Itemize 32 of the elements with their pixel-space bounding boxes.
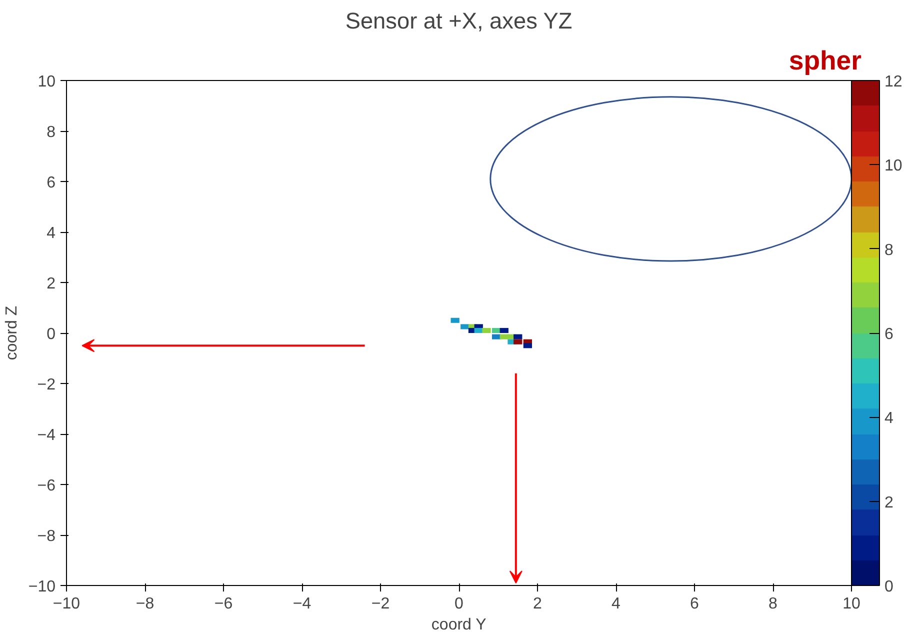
- y-axis-title: coord Z: [3, 306, 20, 360]
- y-tick-label: 6: [46, 174, 56, 192]
- x-tick-label: 6: [690, 596, 700, 612]
- x-tick-label: 2: [533, 596, 542, 612]
- y-tick-label: 8: [46, 124, 56, 141]
- color-bar-label: 12: [884, 74, 902, 90]
- x-tick-label: 4: [612, 596, 621, 612]
- x-tick-label: 10: [842, 596, 860, 612]
- y-tick-label: 2: [46, 276, 56, 292]
- y-tick-label: −4: [37, 427, 56, 444]
- color-bar-label: 8: [884, 242, 894, 259]
- x-tick-label: −6: [214, 596, 233, 612]
- color-bar-label: 2: [884, 494, 894, 512]
- color-bar-label: 0: [884, 578, 894, 596]
- color-bar-label: 4: [884, 410, 894, 428]
- y-tick-label: 0: [46, 326, 56, 343]
- y-tick-label: −6: [37, 478, 56, 494]
- x-tick-label: 0: [454, 596, 464, 612]
- y-tick-label: −10: [28, 578, 56, 596]
- chart-title: Sensor at +X, axes YZ: [345, 8, 572, 34]
- y-tick-label: −2: [37, 376, 56, 394]
- x-tick-label: 8: [768, 596, 778, 612]
- text: spher: [788, 46, 862, 76]
- x-axis-title: coord Y: [431, 616, 487, 634]
- color-bar-label: 6: [884, 326, 894, 343]
- y-tick-label: −8: [37, 528, 56, 545]
- x-tick-label: −8: [136, 596, 154, 612]
- x-tick-label: −2: [371, 596, 390, 612]
- y-tick-label: 4: [46, 225, 56, 242]
- x-tick-label: −4: [292, 596, 312, 612]
- y-tick-label: 10: [38, 74, 56, 90]
- color-bar-label: 10: [884, 158, 902, 175]
